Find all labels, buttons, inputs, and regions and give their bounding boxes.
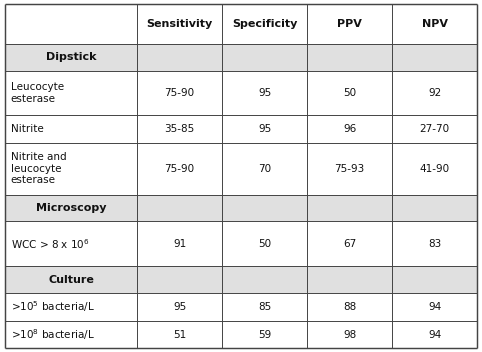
Bar [307,321,392,348]
Bar [392,44,477,71]
Text: 88: 88 [343,302,356,312]
Bar [137,195,222,221]
Bar [5,4,137,44]
Text: 75-90: 75-90 [164,88,195,98]
Bar [392,293,477,321]
Bar [392,4,477,44]
Bar [392,221,477,266]
Bar [307,143,392,195]
Text: 59: 59 [258,329,271,340]
Bar [137,221,222,266]
Text: Specificity: Specificity [232,19,297,29]
Text: 83: 83 [428,239,442,249]
Text: 70: 70 [258,164,271,174]
Bar [137,266,222,293]
Text: 51: 51 [173,329,186,340]
Text: 75-90: 75-90 [164,164,195,174]
Bar [137,321,222,348]
Text: 41-90: 41-90 [420,164,450,174]
Text: PPV: PPV [337,19,362,29]
Bar [222,4,307,44]
Text: 85: 85 [258,302,271,312]
Text: 35-85: 35-85 [164,124,195,134]
Bar [222,71,307,115]
Bar [307,115,392,143]
Text: Sensitivity: Sensitivity [147,19,213,29]
Bar [137,4,222,44]
Text: Culture: Culture [48,275,94,284]
Text: NPV: NPV [422,19,448,29]
Bar [307,195,392,221]
Bar [137,293,222,321]
Bar [222,195,307,221]
Bar [307,266,392,293]
Bar [222,221,307,266]
Bar [5,44,137,71]
Text: 95: 95 [258,124,271,134]
Bar [392,266,477,293]
Bar [222,266,307,293]
Bar [392,115,477,143]
Bar [392,143,477,195]
Text: 91: 91 [173,239,186,249]
Bar [307,44,392,71]
Text: WCC > 8 x 10$^6$: WCC > 8 x 10$^6$ [11,237,89,251]
Bar [137,143,222,195]
Text: 50: 50 [258,239,271,249]
Text: Nitrite and
leucocyte
esterase: Nitrite and leucocyte esterase [11,152,66,186]
Text: 94: 94 [428,329,442,340]
Bar [5,321,137,348]
Text: 96: 96 [343,124,356,134]
Bar [307,221,392,266]
Bar [222,321,307,348]
Text: 27-70: 27-70 [420,124,450,134]
Bar [5,221,137,266]
Bar [222,293,307,321]
Bar [392,321,477,348]
Text: >10$^5$ bacteria/L: >10$^5$ bacteria/L [11,300,94,314]
Text: >10$^8$ bacteria/L: >10$^8$ bacteria/L [11,327,94,342]
Text: 98: 98 [343,329,356,340]
Text: Dipstick: Dipstick [46,52,96,62]
Bar [137,71,222,115]
Bar [392,195,477,221]
Bar [5,266,137,293]
Bar [137,44,222,71]
Text: 95: 95 [173,302,186,312]
Text: 95: 95 [258,88,271,98]
Bar [5,71,137,115]
Bar [307,293,392,321]
Text: 92: 92 [428,88,442,98]
Bar [222,115,307,143]
Bar [307,71,392,115]
Text: 67: 67 [343,239,356,249]
Text: 50: 50 [343,88,356,98]
Bar [5,195,137,221]
Bar [307,4,392,44]
Text: Microscopy: Microscopy [36,203,106,213]
Text: 94: 94 [428,302,442,312]
Bar [5,115,137,143]
Text: 75-93: 75-93 [335,164,365,174]
Text: Leucocyte
esterase: Leucocyte esterase [11,82,64,104]
Bar [5,143,137,195]
Text: Nitrite: Nitrite [11,124,43,134]
Bar [5,293,137,321]
Bar [392,71,477,115]
Bar [222,143,307,195]
Bar [137,115,222,143]
Bar [222,44,307,71]
